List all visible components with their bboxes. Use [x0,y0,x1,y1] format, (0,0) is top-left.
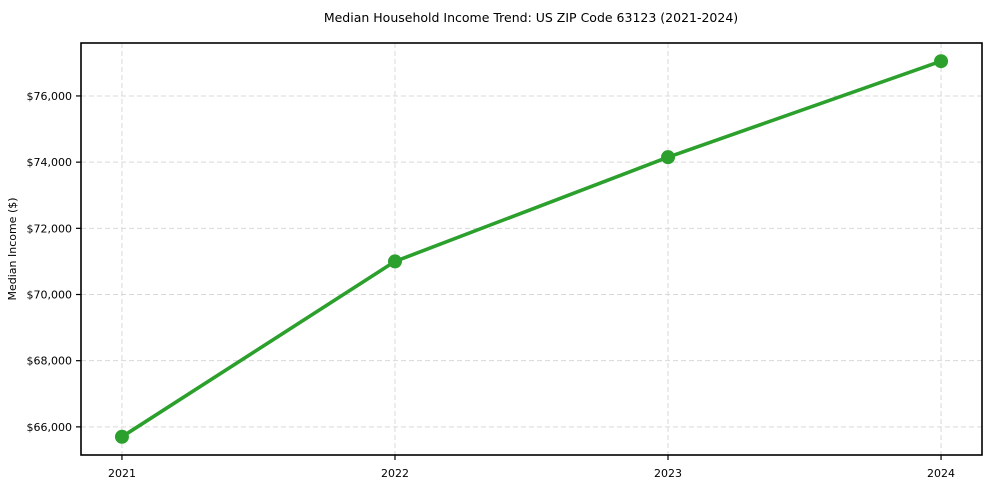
y-tick-label: $76,000 [27,90,73,103]
data-point-marker [661,150,676,165]
y-tick-label: $66,000 [27,421,73,434]
y-tick-label: $74,000 [27,156,73,169]
data-point-marker [387,254,402,269]
chart-title: Median Household Income Trend: US ZIP Co… [324,10,738,25]
tick-label-layer: $66,000 $68,000 $70,000 $72,000 $74,000 $76,0… [27,90,956,480]
data-point-marker [114,429,129,444]
x-tick-label: 2023 [654,467,682,480]
x-tick-label: 2024 [927,467,955,480]
x-tick-label: 2022 [381,467,409,480]
y-tick-label: $70,000 [27,289,73,302]
plot-frame [80,42,983,456]
grid-layer [81,43,982,455]
y-tick-label: $72,000 [27,222,73,235]
tick-layer [76,95,942,460]
data-point-marker [934,54,949,69]
series-layer [114,54,949,444]
x-tick-label: 2021 [108,467,136,480]
y-tick-label: $68,000 [27,355,73,368]
trend-line [120,59,943,439]
y-axis-label: Median Income ($) [6,197,19,300]
